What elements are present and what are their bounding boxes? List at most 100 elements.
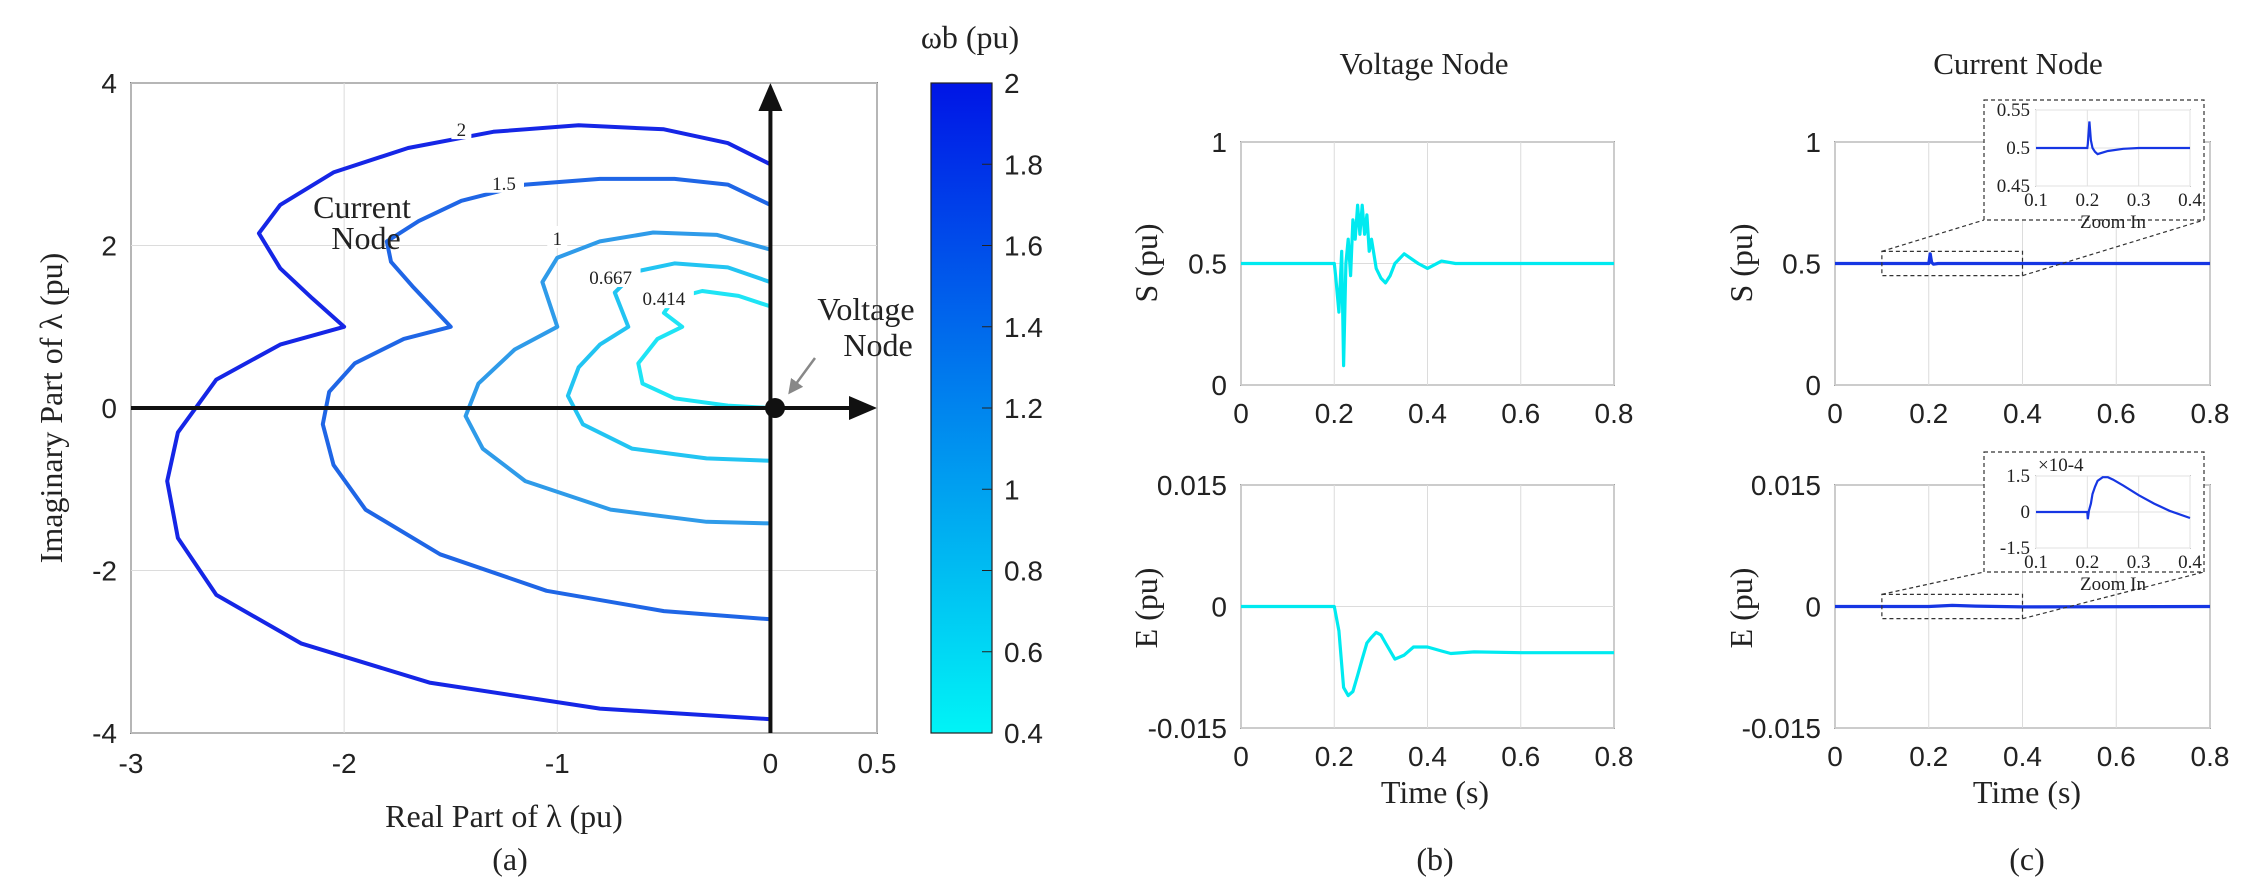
contour-0 (165, 123, 772, 722)
c-bottom-inset-ytick-0: -1.5 (2000, 538, 2030, 559)
cb-tick-3: 1 (1004, 474, 1020, 505)
xlabel-a: Real Part of λ (pu) (385, 798, 623, 834)
xtick-a-1: -2 (332, 748, 357, 779)
ytick-a-3: 2 (101, 231, 117, 262)
c-top-xtick-1: 0.2 (1909, 398, 1948, 429)
c-bottom-ytick-2: 0.015 (1751, 470, 1821, 501)
c-bottom-zoom-connector-left (1881, 571, 1985, 595)
b-bottom-xtick-4: 0.8 (1595, 741, 1634, 772)
cb-tick-7: 1.8 (1004, 149, 1043, 180)
c-top-ytick-0: 0 (1805, 370, 1821, 401)
contour-label-bg-0 (451, 117, 472, 140)
b-bottom-xtick-2: 0.4 (1408, 741, 1447, 772)
b-top-xtick-4: 0.8 (1595, 398, 1634, 429)
voltage-node-pointer (788, 357, 817, 395)
colorbar-bar (930, 82, 993, 734)
c-bottom-inset-xtick-2: 0.3 (2127, 552, 2151, 573)
b-top-xtick-0: 0 (1233, 398, 1249, 429)
ytick-a-0: -4 (92, 718, 117, 749)
voltage-node-dot (765, 398, 785, 418)
c-top-xtick-4: 0.8 (2191, 398, 2230, 429)
ylabel-c-top: S (pu) (1723, 223, 1759, 302)
cb-tick-1: 0.6 (1004, 637, 1043, 668)
colorbar-label: ωb (pu) (921, 19, 1019, 55)
voltage-node-label-1: Voltage (817, 291, 914, 327)
panel-c: Current Node 0 0.2 0.4 0.6 0.8 0 0.5 1 0.1 0.2 0.3… (1723, 46, 2229, 877)
contour-label-bg-3 (580, 265, 641, 287)
xtick-a-3: 0 (763, 748, 779, 779)
ylabel-b-bottom: E (pu) (1128, 568, 1164, 649)
b-top-ytick-0: 0 (1211, 370, 1227, 401)
current-node-label-1: Current (313, 189, 411, 225)
contour-label-4: 0.414 (642, 289, 685, 310)
xlabel-c: Time (s) (1973, 774, 2081, 810)
b-bottom-ytick-0: -0.015 (1148, 713, 1227, 744)
cb-tick-5: 1.4 (1004, 312, 1043, 343)
c-top-inset-xtick-1: 0.2 (2075, 190, 2099, 211)
contour-labels-a: 2 1.5 1 0.667 0.414 (451, 117, 694, 310)
panel-b: Voltage Node 0 0.2 0.4 0.6 0.800.51 0 0.2 0.4 0… (1128, 46, 1633, 877)
c-top-inset-ytick-0: 0.45 (1997, 176, 2030, 197)
contour-label-bg-2 (547, 226, 568, 248)
c-top-inset-ytick-2: 0.55 (1997, 100, 2030, 121)
c-top-inset-xtick-3: 0.4 (2178, 190, 2202, 211)
contour-4 (636, 289, 772, 410)
grid-a (130, 82, 878, 734)
b-bottom-xtick-0: 0 (1233, 741, 1249, 772)
c-bottom-ytick-0: -0.015 (1742, 713, 1821, 744)
c-top-zoom-connector-left (1881, 219, 1985, 252)
c-bottom-inset-ytick-2: 1.5 (2006, 466, 2030, 487)
current-node-label-2: Node (331, 220, 400, 256)
ytick-a-1: -2 (92, 556, 117, 587)
c-top-zoom-connector-right (2022, 219, 2205, 277)
b-bottom-xtick-1: 0.2 (1315, 741, 1354, 772)
ytick-a-4: 4 (101, 68, 117, 99)
c-bottom-zoom-box (1881, 593, 2024, 620)
c-top-ytick-2: 1 (1805, 127, 1821, 158)
panel-a: -3 -2 -1 0 0.5 -4 -2 0 2 4 2 1.5 1 0.667 0.414 Curren… (33, 68, 915, 877)
c-top-series-line (1835, 252, 2210, 266)
xlabel-b: Time (s) (1381, 774, 1489, 810)
c-bottom-inset-label: Zoom In (2080, 574, 2146, 595)
contour-3 (565, 261, 772, 463)
c-bottom-ytick-1: 0 (1805, 592, 1821, 623)
contour-label-2: 1 (553, 229, 563, 250)
ticks-a: -3 -2 -1 0 0.5 -4 -2 0 2 4 (92, 68, 896, 779)
c-top-xtick-2: 0.4 (2003, 398, 2042, 429)
c-bottom-inset-exponent: ×10-4 (2038, 455, 2084, 476)
imag-axis-arrowhead (758, 83, 783, 111)
c-bottom-inset-xtick-0: 0.1 (2024, 552, 2048, 573)
xtick-a-0: -3 (119, 748, 144, 779)
cb-tick-2: 0.8 (1004, 556, 1043, 587)
c-top-xtick-3: 0.6 (2097, 398, 2136, 429)
c-bottom-inset-ytick-1: 0 (2021, 502, 2031, 523)
panel-c-top: 0 0.2 0.4 0.6 0.8 0 0.5 1 0.1 0.2 0.3 0.4 0.45 0.5 0.5… (1782, 99, 2230, 429)
b-bottom-xtick-3: 0.6 (1501, 741, 1540, 772)
c-bottom-zoom-connector-right (2022, 571, 2205, 620)
c-bottom-series-line (1835, 603, 2211, 609)
c-top-inset-ytick-1: 0.5 (2006, 138, 2030, 159)
c-bottom-xtick-4: 0.8 (2191, 741, 2230, 772)
contour-2 (463, 230, 771, 526)
panel-b-top: 0 0.2 0.4 0.6 0.8 0 0.5 1 (1188, 127, 1633, 429)
real-axis-arrowhead (849, 396, 877, 420)
c-bottom-xtick-0: 0 (1827, 741, 1843, 772)
c-top-inset-xtick-2: 0.3 (2127, 190, 2151, 211)
c-bottom-xtick-1: 0.2 (1909, 741, 1948, 772)
caption-a: (a) (492, 841, 528, 877)
title-b: Voltage Node (1339, 46, 1508, 81)
colorbar: 0.4 0.6 0.8 1 1.2 1.4 1.6 1.8 2 ωb (pu) (921, 19, 1043, 749)
contour-label-1: 1.5 (492, 174, 516, 195)
contour-label-bg-4 (633, 286, 694, 309)
b-bottom-ytick-2: 0.015 (1157, 470, 1227, 501)
c-bottom-xtick-2: 0.4 (2003, 741, 2042, 772)
title-c: Current Node (1933, 46, 2103, 81)
ytick-a-2: 0 (101, 393, 117, 424)
ylabel-c-bottom: E (pu) (1723, 568, 1759, 649)
c-bottom-inset-series-line (2036, 476, 2191, 520)
c-top-inset-xtick-0: 0.1 (2024, 190, 2048, 211)
caption-c: (c) (2009, 841, 2045, 877)
ylabel-b-top: S (pu) (1128, 223, 1164, 302)
c-bottom-inset-xtick-1: 0.2 (2075, 552, 2099, 573)
